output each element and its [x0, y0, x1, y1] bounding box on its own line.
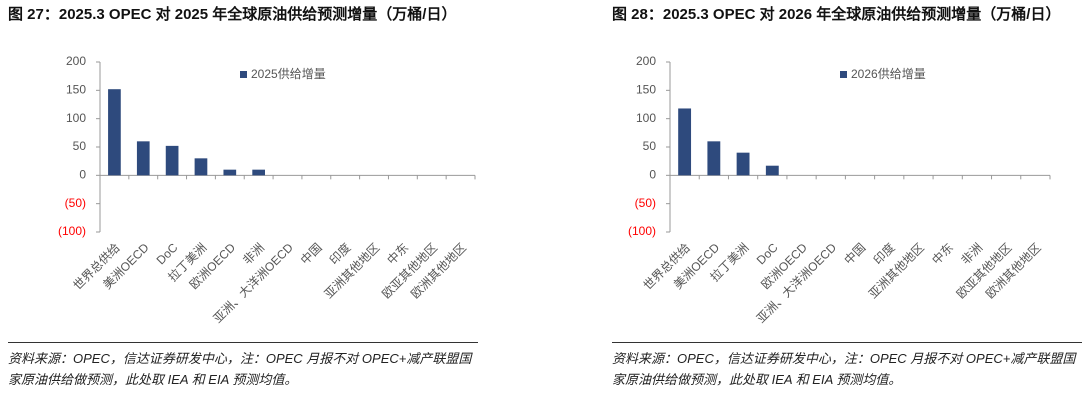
separator — [8, 342, 478, 343]
bar — [678, 108, 692, 176]
bar — [707, 141, 721, 176]
legend-label: 2025供给增量 — [251, 67, 326, 81]
x-tick-label: 中国 — [841, 240, 869, 268]
source-note: 资料来源：OPEC，信达证券研发中心，注：OPEC 月报不对 OPEC+减产联盟… — [612, 351, 1076, 387]
chart-title: 图 28：2025.3 OPEC 对 2026 年全球原油供给预测增量（万桶/日… — [612, 6, 1061, 23]
y-tick-label: (50) — [65, 196, 86, 210]
source-note: 资料来源：OPEC，信达证券研发中心，注：OPEC 月报不对 OPEC+减产联盟… — [8, 351, 472, 387]
bar — [736, 152, 750, 176]
y-tick-label: 100 — [66, 111, 86, 125]
legend-label: 2026供给增量 — [851, 67, 926, 81]
y-tick-label: 150 — [636, 83, 656, 97]
bar — [136, 141, 150, 176]
y-tick-label: 0 — [79, 168, 86, 182]
y-tick-label: 150 — [66, 83, 86, 97]
legend-swatch — [240, 71, 247, 78]
y-tick-label: 200 — [66, 54, 86, 68]
bar — [165, 145, 179, 176]
y-tick-label: 50 — [73, 139, 87, 153]
separator — [612, 342, 1082, 343]
y-tick-label: 100 — [636, 111, 656, 125]
x-tick-label: 中国 — [297, 240, 325, 268]
y-tick-label: 50 — [643, 139, 657, 153]
y-tick-label: (100) — [58, 224, 86, 238]
y-tick-label: (50) — [635, 196, 656, 210]
bar — [194, 158, 208, 176]
bar — [108, 89, 121, 176]
y-tick-label: (100) — [628, 224, 656, 238]
chart-title: 图 27：2025.3 OPEC 对 2025 年全球原油供给预测增量（万桶/日… — [8, 6, 457, 23]
bar — [765, 165, 779, 176]
bar — [223, 169, 237, 176]
y-tick-label: 200 — [636, 54, 656, 68]
x-tick-label: 中东 — [928, 240, 956, 268]
legend-swatch — [840, 71, 847, 78]
bar — [252, 169, 265, 176]
y-tick-label: 0 — [649, 168, 656, 182]
